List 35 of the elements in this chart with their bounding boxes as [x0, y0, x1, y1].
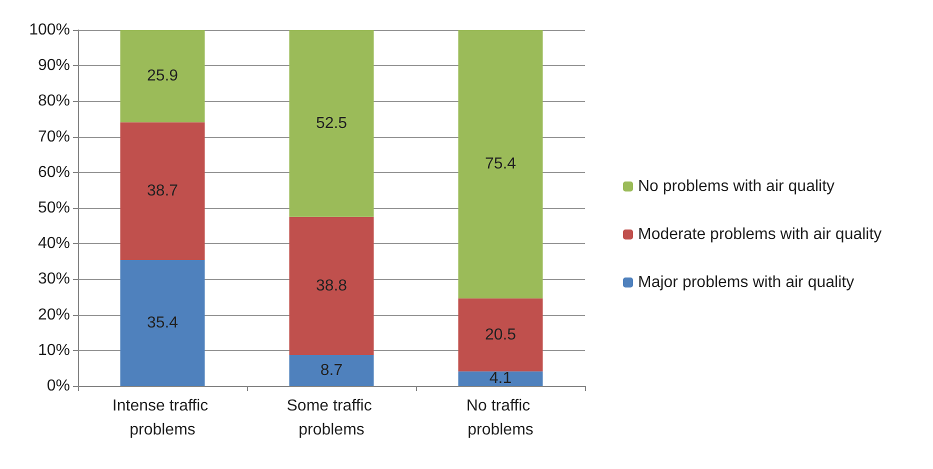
y-tick-label: 10% [38, 342, 70, 359]
bar [289, 30, 374, 217]
bar [458, 298, 543, 372]
bar [120, 122, 205, 260]
y-tick-label: 100% [29, 22, 70, 38]
data-label: 25.9 [146, 68, 178, 85]
x-tick-label: Intense traffic problems [112, 398, 213, 438]
legend-label: Major problems with air quality [638, 274, 854, 291]
data-label: 75.4 [484, 156, 516, 173]
data-label: 35.4 [146, 314, 178, 332]
y-tick-label: 40% [38, 235, 70, 252]
bar [289, 216, 374, 356]
data-label: 38.7 [146, 182, 178, 200]
legend-label: Moderate problems with air quality [638, 226, 882, 243]
data-label: 4.1 [489, 370, 512, 388]
y-tick-label: 30% [38, 270, 70, 288]
data-label: 20.5 [484, 326, 516, 344]
y-tick-label: 80% [38, 92, 70, 110]
bar [289, 355, 374, 386]
data-label: 52.5 [316, 114, 348, 132]
y-tick-label: 0% [46, 378, 70, 394]
y-tick-label: 90% [38, 57, 70, 74]
bar [120, 30, 205, 122]
y-tick-label: 50% [38, 200, 70, 216]
data-label: 38.8 [316, 277, 348, 294]
data-label: 8.7 [320, 362, 343, 380]
bar [458, 30, 543, 298]
bar [120, 260, 205, 386]
y-tick-label: 20% [38, 306, 70, 324]
bar [458, 371, 543, 386]
legend-label: No problems with air quality [638, 178, 835, 195]
x-tick-label: No traffic problems [466, 398, 535, 438]
y-tick-label: 70% [38, 128, 70, 146]
y-tick-label: 60% [38, 164, 70, 181]
x-tick-label: Some traffic problems [286, 398, 376, 438]
